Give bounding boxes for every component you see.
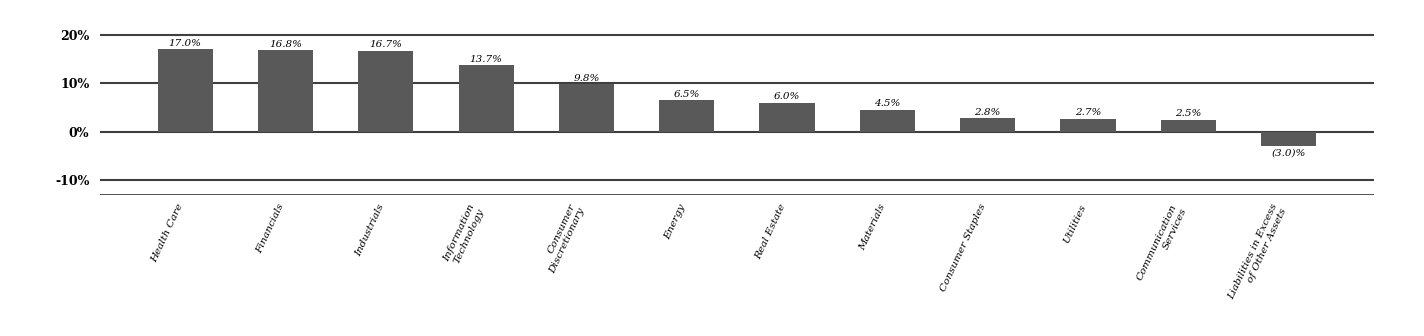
Bar	[1161, 120, 1216, 132]
Bar	[158, 49, 212, 132]
Text: 17.0%: 17.0%	[168, 39, 202, 48]
Bar	[659, 100, 715, 132]
Text: 6.5%: 6.5%	[674, 90, 701, 99]
Bar	[1262, 132, 1316, 146]
Text: 4.5%: 4.5%	[874, 99, 900, 109]
Text: 2.8%: 2.8%	[974, 108, 1001, 117]
Text: (3.0)%: (3.0)%	[1272, 149, 1306, 158]
Text: 16.7%: 16.7%	[369, 40, 403, 49]
Text: 2.5%: 2.5%	[1175, 109, 1202, 118]
Bar	[359, 51, 413, 132]
Text: 16.8%: 16.8%	[269, 40, 302, 49]
Bar	[860, 110, 916, 132]
Bar	[459, 65, 514, 132]
Text: 9.8%: 9.8%	[574, 74, 600, 83]
Bar	[1061, 119, 1115, 132]
Text: 6.0%: 6.0%	[773, 92, 800, 101]
Bar	[960, 118, 1015, 132]
Text: 13.7%: 13.7%	[470, 55, 503, 64]
Bar	[759, 103, 815, 132]
Bar	[258, 50, 313, 132]
Bar	[558, 84, 614, 132]
Text: 2.7%: 2.7%	[1075, 108, 1101, 117]
